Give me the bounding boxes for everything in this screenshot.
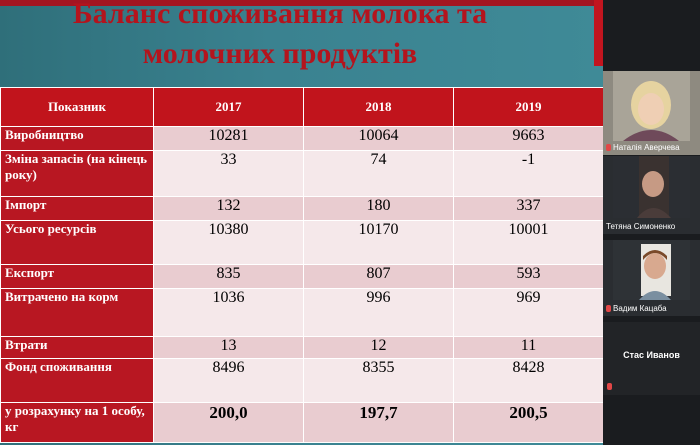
cell-value: 807 [303, 264, 454, 289]
cell-value: 200,0 [153, 402, 304, 443]
muted-mic-icon [606, 305, 611, 312]
muted-mic-icon [607, 383, 612, 390]
row-label: Втрати [0, 336, 154, 359]
participant-name-label: Наталія Аверчева [606, 143, 680, 153]
cell-value: 969 [453, 288, 603, 337]
participant-name-label: Вадим Кацаба [606, 304, 667, 314]
column-header-2019: 2019 [453, 87, 603, 127]
cell-value: 8496 [153, 358, 304, 403]
participants-panel: Наталія Аверчева Тетяна Симоненко Вадим … [603, 0, 700, 445]
cell-value: 11 [453, 336, 603, 359]
cell-value: 74 [303, 150, 454, 197]
slide-title-line-1: Баланс споживання молока та [72, 0, 488, 30]
cell-value: 10281 [153, 126, 304, 151]
red-accent-bar [594, 0, 603, 66]
row-label: у розрахунку на 1 особу, кг [0, 402, 154, 443]
participant-video-tile[interactable]: Наталія Аверчева [603, 71, 700, 155]
row-label: Виробництво [0, 126, 154, 151]
participant-video-feed [613, 71, 690, 141]
cell-value: 593 [453, 264, 603, 289]
table-row: Експорт 835 807 593 [0, 264, 603, 289]
cell-value: 10380 [153, 220, 304, 265]
row-label: Усього ресурсів [0, 220, 154, 265]
slide-title: Баланс споживання молока та молочних про… [20, 0, 540, 74]
participant-name-label: Тетяна Симоненко [606, 222, 676, 231]
cell-value: 8355 [303, 358, 454, 403]
participant-video-tile[interactable]: Вадим Кацаба [603, 240, 700, 316]
cell-value: 13 [153, 336, 304, 359]
table-row: Фонд споживання 8496 8355 8428 [0, 358, 603, 403]
table-row: Витрачено на корм 1036 996 969 [0, 288, 603, 337]
row-label: Витрачено на корм [0, 288, 154, 337]
column-header-indicator: Показник [0, 87, 154, 127]
cell-value: 1036 [153, 288, 304, 337]
cell-value: 835 [153, 264, 304, 289]
participant-video-tile[interactable]: Тетяна Симоненко [603, 156, 700, 234]
table-row: Імпорт 132 180 337 [0, 196, 603, 221]
shared-screen-slide: Баланс споживання молока та молочних про… [0, 0, 603, 445]
participant-video-tile[interactable]: Стас Иванов [603, 322, 700, 395]
muted-mic-icon [606, 144, 611, 151]
table-header-row: Показник 2017 2018 2019 [0, 87, 603, 127]
table-row: Виробництво 10281 10064 9663 [0, 126, 603, 151]
cell-value: 10170 [303, 220, 454, 265]
column-header-2017: 2017 [153, 87, 304, 127]
cell-value: 197,7 [303, 402, 454, 443]
cell-value: 132 [153, 196, 304, 221]
cell-value: -1 [453, 150, 603, 197]
row-label: Імпорт [0, 196, 154, 221]
row-label: Фонд споживання [0, 358, 154, 403]
table-row: Втрати 13 12 11 [0, 336, 603, 359]
milk-balance-table: Показник 2017 2018 2019 Виробництво 1028… [0, 87, 603, 443]
slide-title-line-2: молочних продуктів [142, 37, 418, 70]
cell-value: 10064 [303, 126, 454, 151]
cell-value: 996 [303, 288, 454, 337]
row-label: Зміна запасів (на кінець року) [0, 150, 154, 197]
cell-value: 9663 [453, 126, 603, 151]
cell-value: 33 [153, 150, 304, 197]
cell-value: 200,5 [453, 402, 603, 443]
cell-value: 8428 [453, 358, 603, 403]
row-label: Експорт [0, 264, 154, 289]
slide-top-bar [0, 0, 603, 6]
cell-value: 337 [453, 196, 603, 221]
table-row: Усього ресурсів 10380 10170 10001 [0, 220, 603, 265]
cell-value: 180 [303, 196, 454, 221]
participant-video-feed [613, 240, 690, 300]
column-header-2018: 2018 [303, 87, 454, 127]
participant-video-feed [613, 156, 690, 218]
cell-value: 10001 [453, 220, 603, 265]
cell-value: 12 [303, 336, 454, 359]
table-row: у розрахунку на 1 особу, кг 200,0 197,7 … [0, 402, 603, 443]
participant-name-label: Стас Иванов [623, 350, 680, 360]
table-row: Зміна запасів (на кінець року) 33 74 -1 [0, 150, 603, 197]
